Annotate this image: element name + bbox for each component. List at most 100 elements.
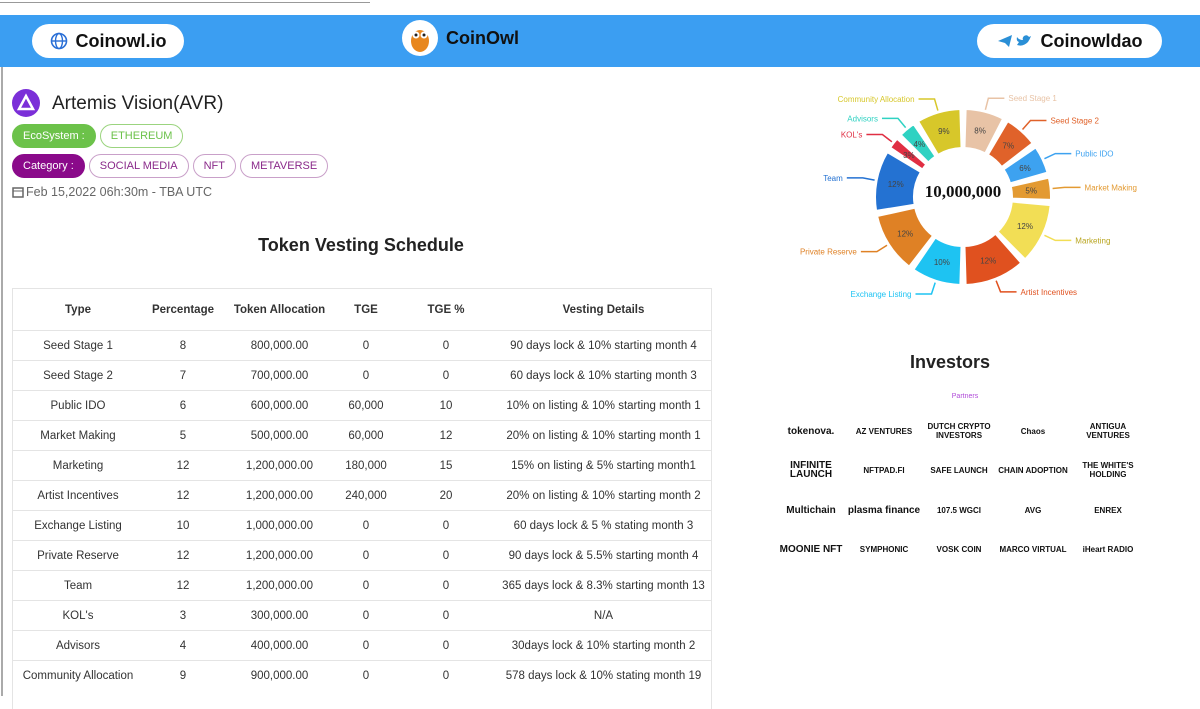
segment-percent: 9% [938,127,950,136]
table-cell: 578 days lock & 10% stating month 19 [496,660,711,690]
segment-name: Advisors [847,114,878,123]
table-row: Community Allocation 9 900,000.00 0 0 578 day… [13,660,711,690]
table-row: KOL's 3 300,000.00 0 0 N/A [13,600,711,631]
donut-segment [876,206,935,268]
table-cell: 0 [396,360,496,391]
investors-title: Investors [909,352,991,372]
table-cell: 365 days lock & 8.3% starting month 13 [496,570,711,601]
investor-logo: MARCO VIRTUAL [999,544,1067,554]
category-tag: METAVERSE [239,154,329,178]
table-cell: Exchange Listing [13,510,143,541]
donut-segment [986,120,1034,169]
table-cell: 10% on listing & 10% starting month 1 [496,390,711,421]
leader-line [846,177,875,181]
segment-name: KOL's [841,130,863,139]
segment-name: Community Allocation [838,95,915,104]
table-row: Advisors 4 400,000.00 0 0 30days lock & 10% s… [13,630,711,661]
leader-line [1021,119,1047,130]
table-cell: 180,000 [336,450,396,481]
donut-total: 10,000,000 [925,182,1002,201]
table-cell: 300,000.00 [223,600,336,631]
category-row: Category : SOCIAL MEDIA NFT METAVERSE [12,154,332,178]
table-cell: Seed Stage 2 [13,360,143,391]
segment-percent: 8% [974,127,986,136]
date: Feb 15,2022 06h:30m - TBA UTC [26,185,212,199]
table-cell: 0 [396,540,496,571]
table-title: Token Vesting Schedule [258,235,464,255]
table-cell: 8 [143,330,223,361]
table-cell: 800,000.00 [223,330,336,361]
category-tag: SOCIAL MEDIA [88,154,189,178]
donut-segment [889,137,928,171]
table-row: Market Making 5 500,000.00 60,000 12 20% on l… [13,420,711,451]
leader-line [995,280,1017,293]
donut-segment [912,236,963,286]
donut-segment [1002,146,1049,185]
table-cell: 15% on listing & 5% starting month1 [496,450,711,481]
leader-line [881,117,907,129]
investor-logo: iHeart RADIO [1082,544,1134,554]
table-cell: 0 [336,570,396,601]
donut-segment [899,123,937,164]
segment-percent: 6% [1019,164,1031,173]
segment-percent: 5% [1025,187,1037,196]
column-header: Percentage [151,303,214,316]
table-cell: 0 [396,330,496,361]
table-cell: 12 [143,480,223,511]
segment-percent: 12% [897,230,913,239]
investor-logo: ENREX [1094,505,1122,515]
site-link[interactable]: Coinowl.io [32,24,184,58]
segment-percent: 3% [903,151,915,160]
leader-line [1052,186,1081,190]
globe-icon [50,32,67,50]
table-cell: 0 [336,660,396,690]
table-row: Public IDO 6 600,000.00 60,000 10 10% on list… [13,390,711,421]
leader-line [915,282,936,295]
table-cell: 10 [143,510,223,541]
leader-line [1044,152,1072,160]
investor-logo: tokenova. [787,425,835,437]
category-tag: NFT [192,154,236,178]
table-cell: Public IDO [13,390,143,421]
social-link-text: Coinowldao [1040,30,1143,51]
donut-segment [1009,176,1052,201]
leader-line [866,133,893,143]
table-cell: 4 [143,630,223,661]
investor-logo: plasma finance [847,504,921,516]
investor-logo: 107.5 WGCI [936,505,981,515]
column-header: Token Allocation [233,303,326,316]
table-cell: 0 [396,660,496,690]
table-cell: Community Allocation [13,660,143,690]
column-header: Vesting Details [562,303,645,316]
ecosystem-tag: ETHEREUM [99,124,184,148]
table-cell: KOL's [13,600,143,631]
table-cell: Marketing [13,450,143,481]
table-cell: 9 [143,660,223,690]
investor-logo: VOSK COIN [936,544,982,554]
social-link[interactable]: Coinowldao [977,24,1162,58]
investor-logo: Multichain [786,504,836,516]
header-row: Type Percentage Token Allocation TGE TGE % Ve… [13,289,711,331]
investor-logo: AVG [1024,505,1042,515]
investor-logo: AZ VENTURES [855,426,913,436]
donut-segment [963,108,1005,155]
table-cell: 15 [396,450,496,481]
table-cell: Team [13,570,143,601]
table-cell: 20% on listing & 10% starting month 2 [496,480,711,511]
table-cell: 600,000.00 [223,390,336,421]
segment-name: Seed Stage 2 [1050,116,1099,125]
social-icons [997,35,1031,47]
table-cell: 60 days lock & 5 % stating month 3 [496,510,711,541]
brand[interactable]: CoinOwl [402,20,519,56]
table-cell: Artist Incentives [13,480,143,511]
table-cell: Advisors [13,630,143,661]
table-cell: 240,000 [336,480,396,511]
donut-segment [996,200,1052,261]
left-rule [1,67,3,696]
table-cell: 0 [396,630,496,661]
table-cell: 0 [336,330,396,361]
segment-percent: 12% [980,257,996,266]
vesting-table: Type Percentage Token Allocation TGE TGE % Ve… [13,289,711,690]
project-logo [12,89,40,117]
table-cell: 30days lock & 10% starting month 2 [496,630,711,661]
